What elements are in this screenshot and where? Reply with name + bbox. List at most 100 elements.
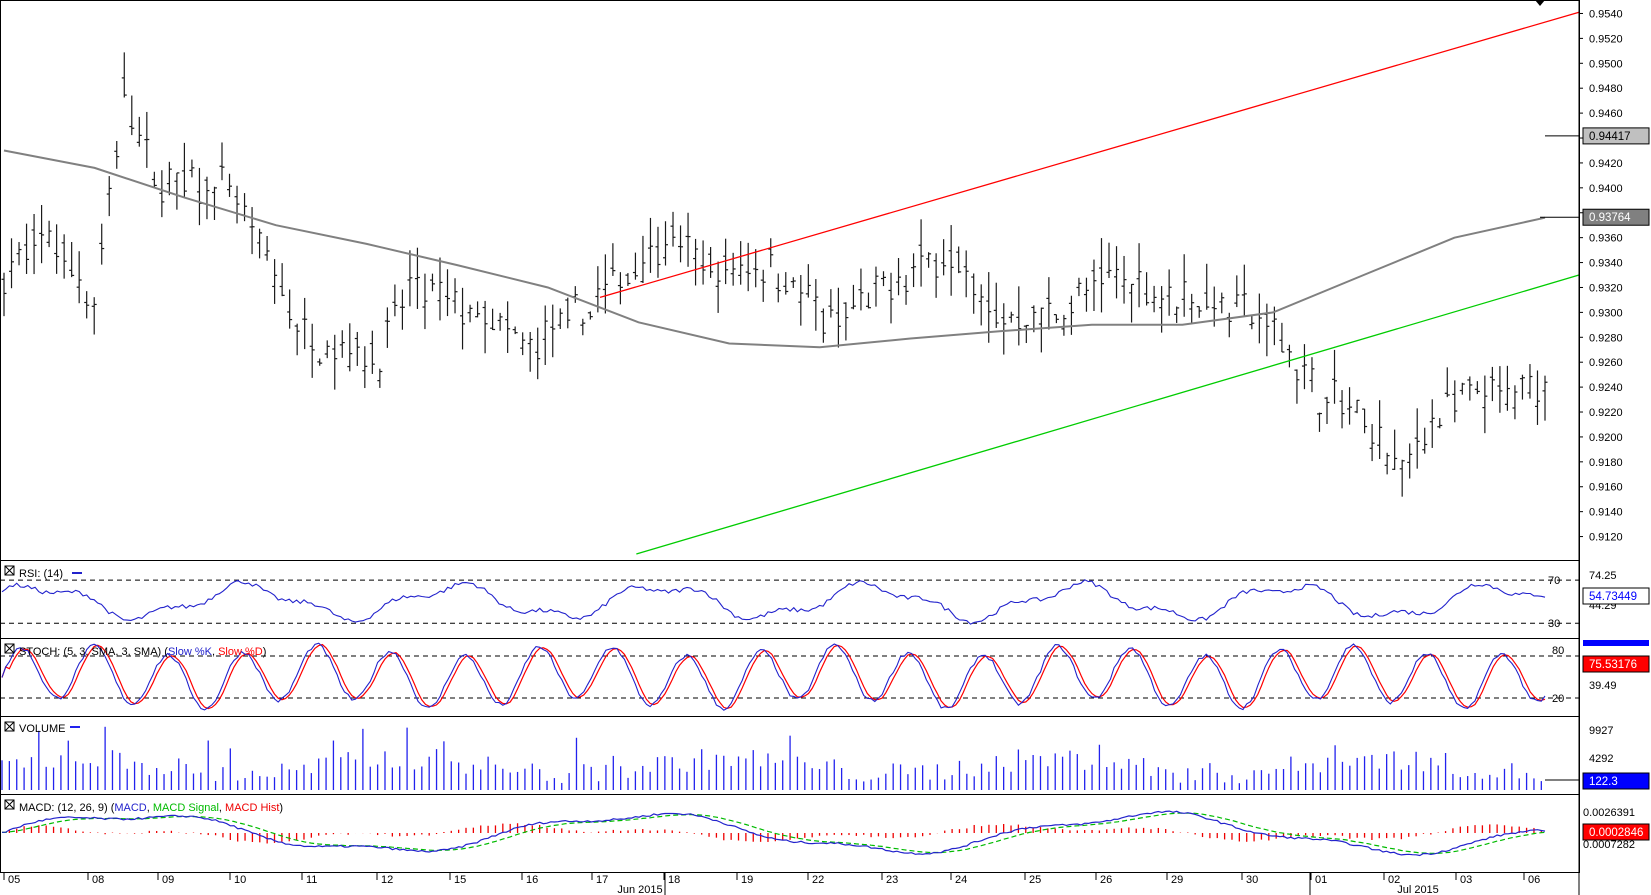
- scroll-marker-icon[interactable]: [1535, 0, 1545, 6]
- ohlc-bar[interactable]: [497, 312, 503, 331]
- ohlc-bar[interactable]: [1347, 387, 1353, 425]
- ohlc-bar[interactable]: [1444, 367, 1450, 398]
- ohlc-bar[interactable]: [986, 272, 992, 343]
- ohlc-bar[interactable]: [31, 214, 37, 275]
- ohlc-bar[interactable]: [369, 330, 375, 374]
- ohlc-bar[interactable]: [880, 271, 886, 287]
- ohlc-bar[interactable]: [1309, 357, 1315, 393]
- ohlc-bar[interactable]: [1016, 286, 1022, 346]
- price-pane[interactable]: 0.95400.95200.95000.94800.94600.94400.94…: [0, 0, 1650, 561]
- ohlc-bar[interactable]: [768, 238, 774, 268]
- ohlc-bar[interactable]: [54, 224, 60, 274]
- ohlc-bar[interactable]: [1286, 344, 1292, 368]
- ohlc-bar[interactable]: [1114, 246, 1120, 299]
- ohlc-bar[interactable]: [790, 277, 796, 288]
- ohlc-bar[interactable]: [888, 272, 894, 324]
- ohlc-bar[interactable]: [91, 297, 97, 335]
- ohlc-bar[interactable]: [805, 264, 811, 298]
- ohlc-bar[interactable]: [99, 223, 105, 265]
- ohlc-bar[interactable]: [715, 261, 721, 313]
- ohlc-bar[interactable]: [535, 327, 541, 380]
- ohlc-bar[interactable]: [850, 284, 856, 310]
- ohlc-bar[interactable]: [429, 273, 435, 292]
- ohlc-bar[interactable]: [1399, 459, 1405, 497]
- ohlc-bar[interactable]: [1144, 272, 1150, 306]
- ohlc-bar[interactable]: [1106, 242, 1112, 278]
- ohlc-bar[interactable]: [655, 226, 661, 278]
- ohlc-bar[interactable]: [1136, 243, 1142, 308]
- ohlc-bar[interactable]: [437, 257, 443, 321]
- ohlc-bar[interactable]: [234, 185, 240, 224]
- ohlc-bar[interactable]: [1031, 305, 1037, 333]
- ohlc-bar[interactable]: [565, 297, 571, 329]
- ohlc-bar[interactable]: [309, 323, 315, 378]
- ohlc-bar[interactable]: [1271, 306, 1277, 346]
- ohlc-bar[interactable]: [1046, 277, 1052, 330]
- ohlc-bar[interactable]: [384, 307, 390, 348]
- ohlc-bar[interactable]: [1534, 370, 1540, 425]
- macd-pane[interactable]: MACD: (12, 26, 9) (MACD, MACD Signal, MA…: [0, 794, 1650, 873]
- ohlc-bar[interactable]: [1001, 303, 1007, 355]
- ohlc-bar[interactable]: [760, 269, 766, 302]
- ohlc-bar[interactable]: [647, 217, 653, 273]
- ohlc-bar[interactable]: [279, 263, 285, 297]
- ohlc-bar[interactable]: [1121, 255, 1127, 304]
- ohlc-bar[interactable]: [129, 95, 135, 136]
- ohlc-bar[interactable]: [460, 287, 466, 350]
- stochastic-pane[interactable]: 80 20 STOCH: (5, 3, SMA, 3, SMA) (Slow %K,…: [0, 638, 1650, 717]
- ohlc-bar[interactable]: [399, 289, 405, 330]
- ohlc-bar[interactable]: [1129, 283, 1135, 323]
- ohlc-bar[interactable]: [550, 304, 556, 358]
- ohlc-bar[interactable]: [1497, 366, 1503, 413]
- ohlc-bar[interactable]: [121, 52, 127, 98]
- ohlc-bar[interactable]: [587, 311, 593, 320]
- ohlc-bar[interactable]: [1219, 292, 1225, 314]
- ohlc-bar[interactable]: [1467, 376, 1473, 401]
- ohlc-bar[interactable]: [1098, 238, 1104, 313]
- ohlc-bar[interactable]: [948, 225, 954, 296]
- ohlc-bar[interactable]: [1166, 269, 1172, 316]
- ohlc-bar[interactable]: [61, 234, 67, 279]
- ohlc-bar[interactable]: [926, 252, 932, 268]
- ohlc-bar[interactable]: [467, 304, 473, 323]
- ohlc-bar[interactable]: [294, 323, 300, 356]
- ohlc-bar[interactable]: [1332, 349, 1338, 404]
- ohlc-bar[interactable]: [1091, 259, 1097, 312]
- ohlc-bar[interactable]: [339, 330, 345, 358]
- ohlc-bar[interactable]: [1362, 408, 1368, 434]
- ohlc-bar[interactable]: [1369, 423, 1375, 462]
- ohlc-bar[interactable]: [272, 259, 278, 304]
- ohlc-bar[interactable]: [422, 273, 428, 330]
- ohlc-bar[interactable]: [1316, 412, 1322, 432]
- ohlc-bar[interactable]: [114, 141, 120, 169]
- ohlc-bar[interactable]: [820, 308, 826, 343]
- ohlc-bar[interactable]: [490, 308, 496, 331]
- ohlc-bar[interactable]: [1076, 277, 1082, 297]
- ohlc-bar[interactable]: [700, 240, 706, 285]
- ohlc-bar[interactable]: [670, 211, 676, 247]
- ohlc-bar[interactable]: [745, 242, 751, 292]
- ohlc-bar[interactable]: [1474, 381, 1480, 395]
- ohlc-bar[interactable]: [1189, 293, 1195, 323]
- ohlc-bar[interactable]: [181, 142, 187, 197]
- ohlc-bar[interactable]: [557, 308, 563, 329]
- ohlc-bar[interactable]: [166, 161, 172, 196]
- ohlc-bar[interactable]: [475, 301, 481, 318]
- ohlc-bar[interactable]: [1339, 390, 1345, 429]
- ohlc-bar[interactable]: [347, 323, 353, 372]
- ohlc-bar[interactable]: [219, 142, 225, 181]
- ohlc-bar[interactable]: [813, 279, 819, 331]
- ohlc-bar[interactable]: [783, 272, 789, 295]
- ohlc-bar[interactable]: [678, 225, 684, 263]
- ohlc-bar[interactable]: [933, 253, 939, 298]
- ohlc-bar[interactable]: [1354, 399, 1360, 414]
- ohlc-bar[interactable]: [941, 239, 947, 276]
- ohlc-bar[interactable]: [452, 278, 458, 314]
- ohlc-bar[interactable]: [257, 228, 263, 259]
- ohlc-bar[interactable]: [1407, 443, 1413, 479]
- ohlc-bar[interactable]: [1204, 263, 1210, 310]
- ohlc-bar[interactable]: [1234, 275, 1240, 308]
- ohlc-bar[interactable]: [1452, 380, 1458, 423]
- ohlc-bar[interactable]: [324, 340, 330, 359]
